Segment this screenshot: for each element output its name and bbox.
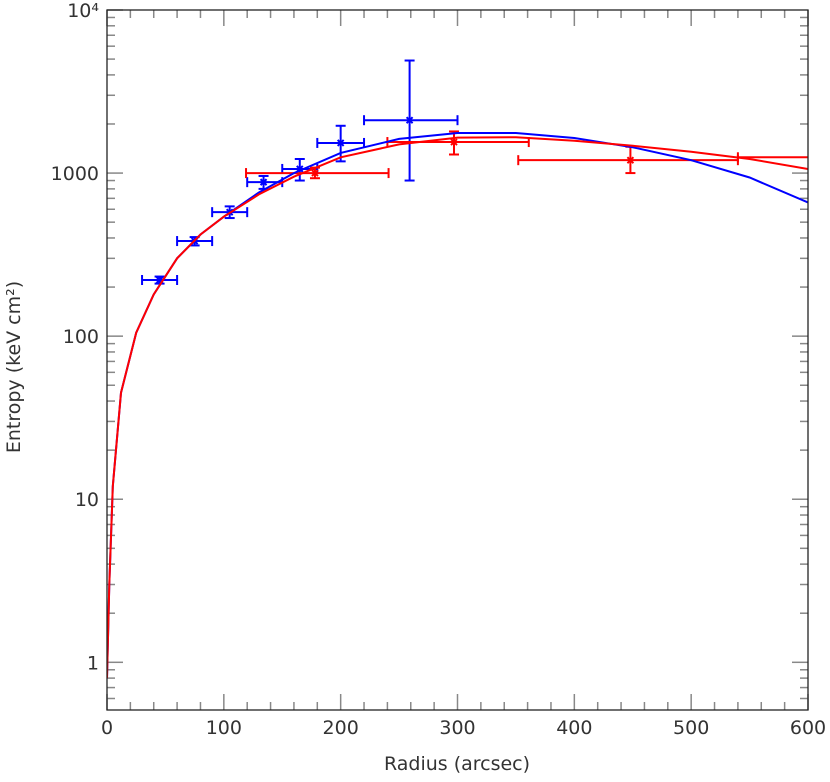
- data-marker: [405, 116, 414, 124]
- red-data-point: [517, 145, 739, 175]
- x-tick-label: 300: [439, 717, 475, 739]
- x-tick-label: 200: [323, 717, 359, 739]
- x-tick-label: 500: [673, 717, 709, 739]
- blue-data-point: [141, 274, 179, 285]
- plot-area: [107, 59, 808, 679]
- data-marker: [259, 178, 268, 186]
- data-marker: [626, 156, 635, 164]
- red-model-curve: [107, 136, 808, 679]
- y-tick-labels: 1 10 100 1000 10⁴: [51, 0, 100, 674]
- x-tick-labels: 0 100 200 300 400 500 600: [101, 717, 826, 739]
- x-tick-label: 100: [206, 717, 242, 739]
- plot-frame: [106, 9, 809, 711]
- data-marker: [336, 139, 345, 147]
- blue-data-point: [363, 59, 459, 182]
- blue-data-point: [316, 124, 366, 163]
- y-tick-label: 1000: [51, 163, 99, 185]
- y-tick-label: 10: [75, 489, 99, 511]
- red-data-point: [736, 152, 808, 163]
- data-marker: [311, 169, 319, 177]
- x-tick-label: 0: [101, 717, 113, 739]
- x-tick-label: 400: [556, 717, 592, 739]
- y-tick-label: 10⁴: [67, 0, 99, 22]
- y-axis-label: Entropy (keV cm²): [3, 281, 25, 453]
- data-marker: [450, 138, 458, 146]
- x-tick-label: 600: [790, 717, 826, 739]
- y-tick-label: 100: [63, 326, 99, 348]
- axis-ticks: [106, 9, 809, 710]
- x-axis-label: Radius (arcsec): [384, 753, 530, 775]
- y-tick-label: 1: [87, 652, 99, 674]
